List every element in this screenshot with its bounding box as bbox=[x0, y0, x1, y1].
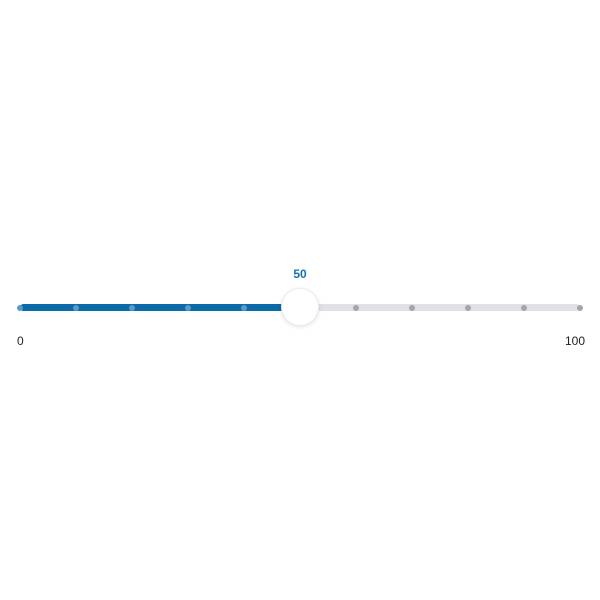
slider-thumb[interactable] bbox=[281, 288, 319, 326]
slider-min-label: 0 bbox=[17, 334, 24, 348]
slider-value-label: 50 bbox=[293, 267, 307, 281]
slider-tick bbox=[241, 305, 247, 311]
slider-tick bbox=[465, 305, 471, 311]
slider-tick bbox=[577, 305, 583, 311]
slider-tick bbox=[353, 305, 359, 311]
slider-tick bbox=[17, 305, 23, 311]
slider-tick bbox=[521, 305, 527, 311]
slider-tick bbox=[185, 305, 191, 311]
slider-tick bbox=[129, 305, 135, 311]
slider-max-label: 100 bbox=[564, 334, 585, 348]
slider-tick bbox=[409, 305, 415, 311]
slider-track-fill bbox=[20, 304, 300, 311]
slider-tick bbox=[73, 305, 79, 311]
range-slider[interactable]: 50 0 100 bbox=[17, 258, 585, 358]
